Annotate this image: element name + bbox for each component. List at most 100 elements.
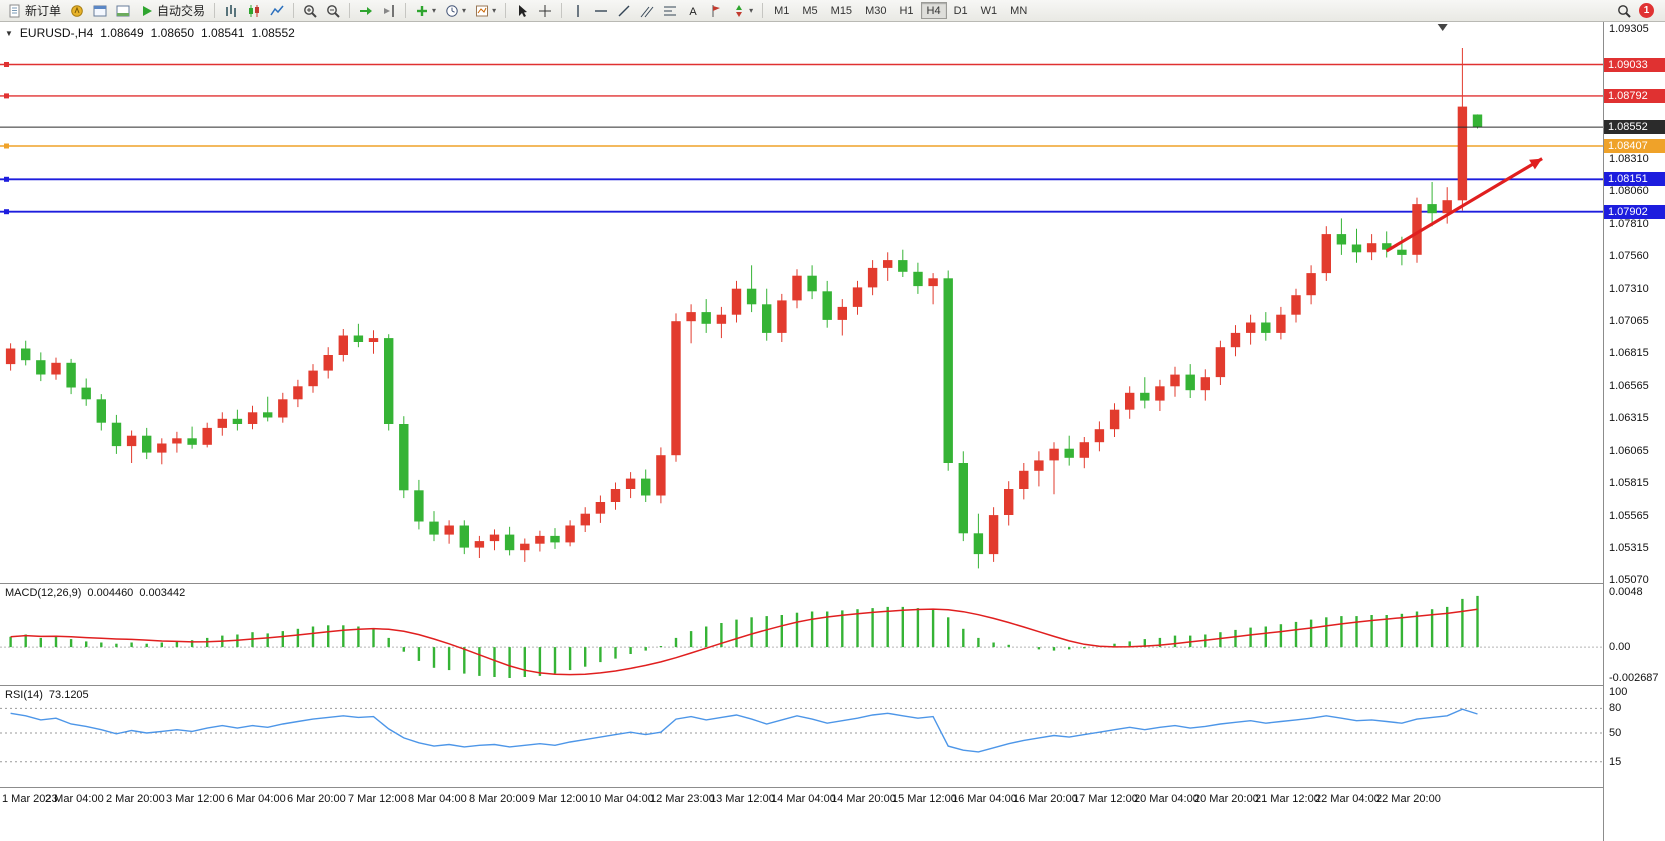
rsi-header: RSI(14) 73.1205 <box>5 689 89 701</box>
data-window-icon[interactable] <box>89 1 111 20</box>
price-scale[interactable]: 1.09305 1.08310 1.08060 1.07810 1.07560 1.073… <box>1603 22 1665 841</box>
terminal-icon[interactable] <box>112 1 134 20</box>
rsi-title: RSI(14) <box>5 689 43 701</box>
time-label: 10 Mar 04:00 <box>589 793 654 805</box>
toolbar-separator <box>214 3 216 18</box>
toolbar-separator <box>405 3 407 18</box>
new-order-label: 新订单 <box>25 4 62 18</box>
price-tick: 1.05815 <box>1609 477 1649 490</box>
price-tick: 1.05070 <box>1609 574 1649 587</box>
bar-chart-icon[interactable] <box>220 1 242 20</box>
arrows-caret-icon: ▾ <box>749 6 754 15</box>
cursor-icon[interactable] <box>511 1 533 20</box>
time-label: 16 Mar 04:00 <box>952 793 1017 805</box>
price-tick: 1.05565 <box>1609 509 1649 522</box>
chart-ohlc-header: ▼ EURUSD-,H4 1.08649 1.08650 1.08541 1.0… <box>5 26 295 40</box>
rsi-tick: 50 <box>1609 727 1622 739</box>
rsi-panel[interactable]: RSI(14) 73.1205 <box>0 686 1603 788</box>
timeframe-m15[interactable]: M15 <box>830 5 853 17</box>
chart-low-value: 1.08541 <box>201 26 245 40</box>
macd-canvas[interactable] <box>0 584 1603 686</box>
auto-scroll-icon[interactable] <box>355 1 377 20</box>
time-label: 3 Mar 12:00 <box>166 793 225 805</box>
macd-title: MACD(12,26,9) <box>5 587 82 599</box>
price-tick: 1.08310 <box>1609 152 1649 165</box>
macd-signal-value: 0.003442 <box>139 587 186 599</box>
time-label: 12 Mar 23:00 <box>650 793 715 805</box>
arrows-button[interactable]: ▾ <box>728 1 757 20</box>
time-label: 2 Mar 04:00 <box>45 793 104 805</box>
timeframe-h1[interactable]: H1 <box>899 5 914 17</box>
time-label: 8 Mar 04:00 <box>408 793 467 805</box>
autotrading-button[interactable]: 自动交易 <box>135 1 209 20</box>
one-click-trading-toggle[interactable]: ▼ <box>5 28 13 38</box>
templates-button[interactable]: ▾ <box>471 1 500 20</box>
time-label: 20 Mar 04:00 <box>1134 793 1199 805</box>
crosshair-icon[interactable] <box>534 1 556 20</box>
macd-header: MACD(12,26,9) 0.004460 0.003442 <box>5 587 185 599</box>
equidistant-channel-icon[interactable] <box>636 1 658 20</box>
time-label: 6 Mar 04:00 <box>227 793 286 805</box>
price-line-badge: 1.08151 <box>1604 172 1665 186</box>
time-axis[interactable]: 1 Mar 2023 2 Mar 04:00 2 Mar 20:00 3 Mar 12… <box>0 788 1603 812</box>
timeframe-m5[interactable]: M5 <box>802 5 818 17</box>
price-panel[interactable]: ▼ EURUSD-,H4 1.08649 1.08650 1.08541 1.0… <box>0 22 1603 584</box>
new-order-button[interactable]: 新订单 <box>3 1 65 20</box>
autotrading-play-icon <box>139 3 154 18</box>
candlestick-chart-icon[interactable] <box>243 1 265 20</box>
macd-panel[interactable]: MACD(12,26,9) 0.004460 0.003442 <box>0 584 1603 686</box>
time-label: 22 Mar 20:00 <box>1376 793 1441 805</box>
vertical-line-icon[interactable] <box>567 1 589 20</box>
periods-caret-icon: ▾ <box>462 6 467 15</box>
price-line-badge: 1.09033 <box>1604 58 1665 72</box>
new-order-icon <box>7 3 22 18</box>
price-tick: 1.08060 <box>1609 185 1649 198</box>
rsi-canvas[interactable] <box>0 686 1603 788</box>
toolbar-separator <box>561 3 563 18</box>
notification-badge[interactable]: 1 <box>1639 3 1654 18</box>
price-tick: 1.07310 <box>1609 282 1649 295</box>
timeframe-mn[interactable]: MN <box>1010 5 1028 17</box>
rsi-tick: 100 <box>1609 686 1628 698</box>
timeframe-m30[interactable]: M30 <box>865 5 887 17</box>
macd-tick: 0.0048 <box>1609 586 1643 598</box>
line-chart-icon[interactable] <box>266 1 288 20</box>
rsi-tick: 15 <box>1609 755 1622 768</box>
time-label: 14 Mar 20:00 <box>831 793 896 805</box>
zoom-in-icon[interactable] <box>299 1 321 20</box>
trendline-icon[interactable] <box>613 1 635 20</box>
price-tick: 1.05315 <box>1609 542 1649 555</box>
chart-open-value: 1.08649 <box>100 26 144 40</box>
label-flag-icon[interactable] <box>705 1 727 20</box>
price-line-badge: 1.07902 <box>1604 205 1665 219</box>
time-label: 9 Mar 12:00 <box>529 793 588 805</box>
current-price-badge: 1.08552 <box>1604 120 1665 134</box>
main-toolbar: 新订单 自动交易 ▾ ▾ <box>0 0 1665 22</box>
timeframe-h4[interactable]: H4 <box>920 2 947 19</box>
chart-close-value: 1.08552 <box>251 26 295 40</box>
price-chart-canvas[interactable] <box>0 22 1603 584</box>
text-icon[interactable]: A <box>682 1 704 20</box>
templates-caret-icon: ▾ <box>492 6 497 15</box>
price-tick: 1.07810 <box>1609 217 1649 230</box>
market-watch-icon[interactable] <box>66 1 88 20</box>
chart-symbol-period: EURUSD-,H4 <box>19 26 94 40</box>
time-label: 1 Mar 2023 <box>2 793 58 805</box>
time-label: 20 Mar 20:00 <box>1194 793 1259 805</box>
zoom-out-icon[interactable] <box>322 1 344 20</box>
time-label: 2 Mar 20:00 <box>106 793 165 805</box>
toolbar-separator <box>293 3 295 18</box>
fibonacci-icon[interactable] <box>659 1 681 20</box>
timeframe-d1[interactable]: D1 <box>953 5 968 17</box>
rsi-tick: 80 <box>1609 702 1622 715</box>
indicators-button[interactable]: ▾ <box>411 1 440 20</box>
price-line-badge: 1.08792 <box>1604 89 1665 103</box>
timeframe-m1[interactable]: M1 <box>774 5 790 17</box>
horizontal-line-icon[interactable] <box>590 1 612 20</box>
autotrading-label: 自动交易 <box>157 4 206 18</box>
search-icon[interactable] <box>1613 1 1635 20</box>
periods-button[interactable]: ▾ <box>441 1 470 20</box>
timeframe-w1[interactable]: W1 <box>980 5 998 17</box>
chart-shift-icon[interactable] <box>378 1 400 20</box>
